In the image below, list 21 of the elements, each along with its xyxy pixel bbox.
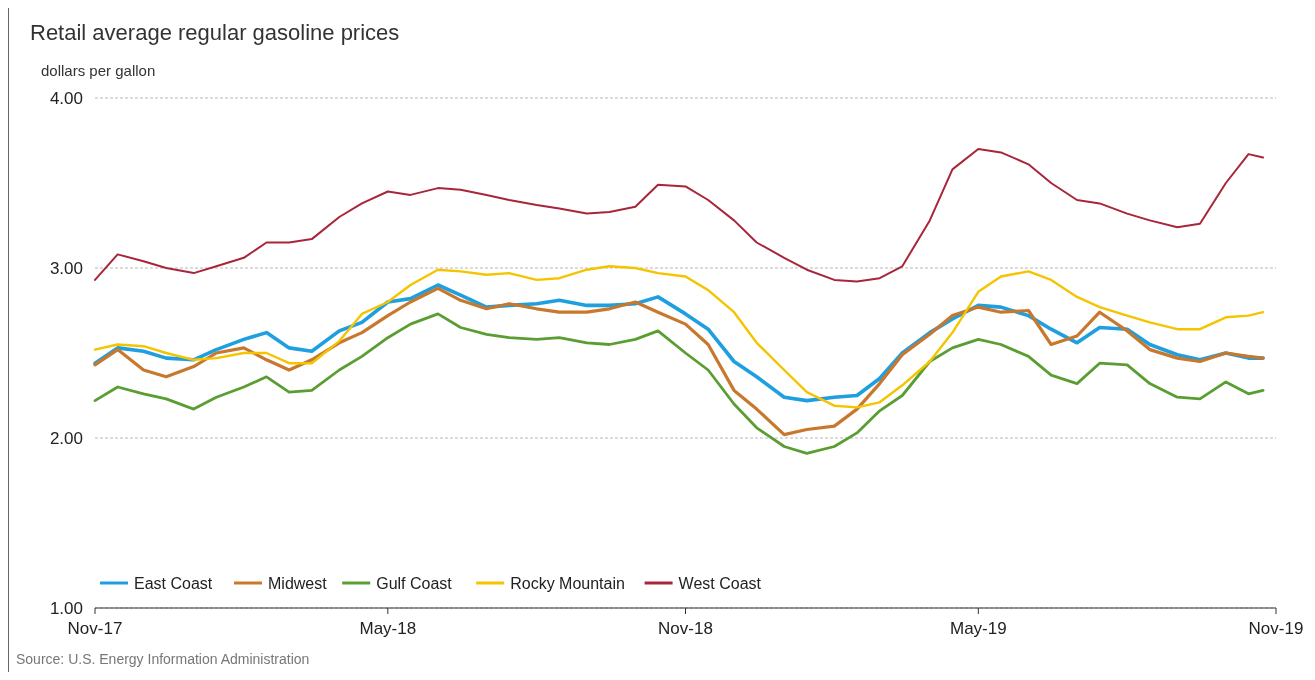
legend-label: Midwest: [268, 575, 328, 592]
x-tick-label: May-19: [949, 619, 1007, 638]
legend-label: Rocky Mountain: [510, 575, 625, 592]
line-series: [93, 265, 1265, 409]
x-tick-label: Nov-19: [1248, 619, 1304, 638]
y-axis-title: dollars per gallon: [41, 62, 156, 79]
legend-label: Gulf Coast: [376, 575, 453, 592]
y-tick-label: 3.00: [49, 259, 83, 278]
x-tick-label: Nov-17: [67, 619, 123, 638]
y-tick-label: 4.00: [49, 89, 83, 108]
chart-title: Retail average regular gasoline prices: [30, 20, 400, 45]
line-series: [93, 286, 1265, 437]
legend-label: West Coast: [678, 575, 762, 592]
y-tick-label: 2.00: [49, 429, 83, 448]
legend-label: East Coast: [134, 575, 213, 592]
line-series: [93, 312, 1265, 455]
y-tick-label: 1.00: [49, 599, 83, 618]
x-tick-label: Nov-18: [658, 619, 713, 638]
source-note: Source: U.S. Energy Information Administration: [16, 651, 310, 667]
x-tick-label: May-18: [359, 619, 417, 638]
line-series: [94, 148, 1265, 283]
